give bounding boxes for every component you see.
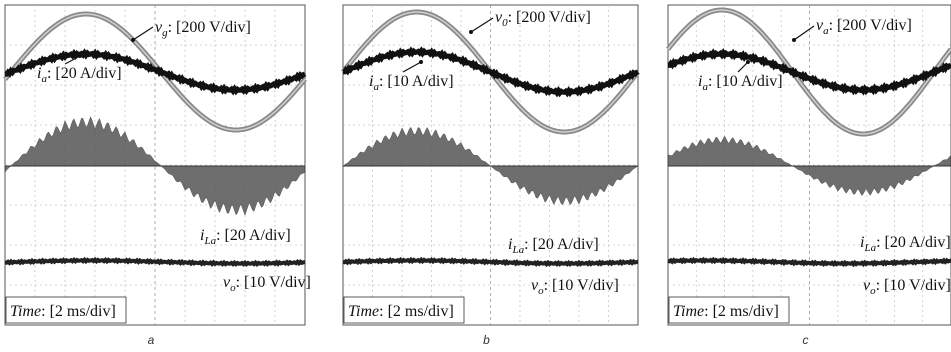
- voltage-arrow-head: [131, 38, 135, 42]
- scale: : [20 A/div]: [876, 234, 951, 251]
- scope-panel: vg: [200 V/div]ia: [20 A/div]iLa: [20 A/…: [5, 5, 311, 347]
- figure: vg: [200 V/div]ia: [20 A/div]iLa: [20 A/…: [0, 0, 951, 352]
- time-label: Time: [2 ms/div]: [673, 303, 779, 320]
- voltage-arrow-head: [792, 38, 796, 42]
- time-word: Time: [348, 303, 379, 320]
- current-arrow-head: [419, 60, 423, 64]
- scale: : [20 A/div]: [47, 65, 122, 82]
- voltage-arrow-head: [469, 30, 473, 34]
- time-word: Time: [673, 303, 704, 320]
- scale: : [20 A/div]: [216, 227, 291, 244]
- time-scale: : [2 ms/div]: [41, 303, 116, 320]
- caption: b: [483, 333, 490, 347]
- caption: a: [148, 333, 155, 347]
- scope-panel: v0: [200 V/div]ia: [10 A/div]iLa: [20 A/…: [343, 5, 638, 347]
- scale: : [10 V/div]: [544, 277, 619, 294]
- time-scale: : [2 ms/div]: [379, 303, 454, 320]
- scale: : [10 V/div]: [236, 274, 311, 291]
- time-label: Time: [2 ms/div]: [10, 303, 116, 320]
- subscript: La: [511, 244, 524, 256]
- scale: : [20 A/div]: [524, 236, 599, 253]
- current-arrow-head: [78, 54, 82, 58]
- time-label: Time: [2 ms/div]: [348, 303, 454, 320]
- scale: : [10 A/div]: [708, 73, 783, 90]
- current-arrow-head: [746, 60, 750, 64]
- time-word: Time: [10, 303, 41, 320]
- scale: : [200 V/div]: [508, 9, 591, 26]
- subscript: La: [203, 235, 216, 247]
- scale: : [200 V/div]: [829, 17, 912, 34]
- scale: : [10 V/div]: [876, 277, 951, 294]
- scale: : [200 V/div]: [168, 19, 251, 36]
- caption: c: [803, 333, 809, 347]
- subscript: La: [863, 242, 876, 254]
- scope-panel: va: [200 V/div]ia: [10 A/div]iLa: [20 A/…: [668, 5, 951, 347]
- scale: : [10 A/div]: [379, 73, 454, 90]
- time-scale: : [2 ms/div]: [704, 303, 779, 320]
